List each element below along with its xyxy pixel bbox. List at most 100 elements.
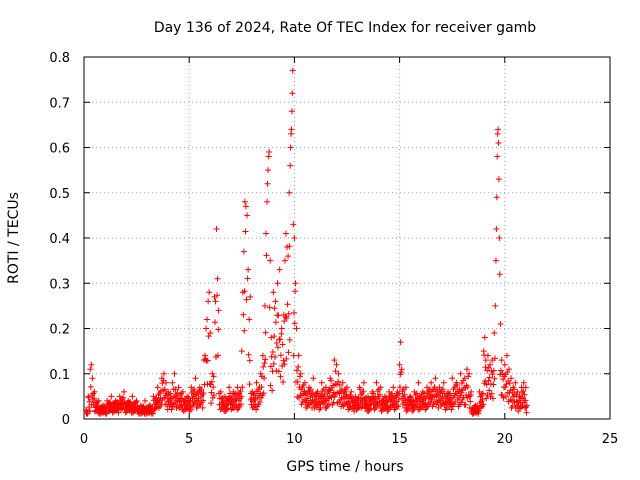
data-point <box>272 319 279 326</box>
data-point <box>503 393 510 400</box>
data-point <box>409 408 416 415</box>
data-point <box>245 266 252 273</box>
data-point <box>256 399 263 406</box>
data-point <box>291 235 298 241</box>
data-point <box>513 392 520 399</box>
data-point <box>436 384 443 391</box>
data-point <box>212 298 219 305</box>
data-point <box>246 357 253 364</box>
data-point <box>283 315 290 322</box>
data-point <box>421 390 428 397</box>
data-point <box>207 381 214 388</box>
data-point <box>514 398 521 405</box>
data-point <box>288 126 295 133</box>
data-point <box>325 401 332 408</box>
data-point <box>448 406 455 413</box>
data-point <box>95 397 102 404</box>
data-point <box>241 288 248 295</box>
data-point <box>224 405 231 412</box>
data-point <box>272 298 279 305</box>
data-point <box>350 398 357 405</box>
data-point <box>497 367 504 374</box>
data-point <box>404 406 411 413</box>
data-point <box>271 333 278 340</box>
data-point <box>266 304 273 311</box>
data-point <box>440 379 447 386</box>
data-point <box>128 402 135 409</box>
data-point <box>354 396 361 403</box>
data-point <box>293 325 300 332</box>
data-point <box>258 394 265 401</box>
data-point <box>181 406 188 413</box>
data-point <box>506 366 513 373</box>
data-point <box>521 391 528 398</box>
data-point <box>220 398 227 405</box>
data-point <box>481 334 488 341</box>
data-point <box>214 352 221 359</box>
data-point <box>503 352 510 359</box>
data-point <box>483 395 490 402</box>
data-point <box>467 398 474 405</box>
grid-lines <box>84 57 610 419</box>
data-point <box>331 393 338 400</box>
data-point <box>258 384 265 391</box>
data-point <box>301 379 308 386</box>
data-point <box>280 378 287 385</box>
y-tick-label: 0.1 <box>49 368 70 383</box>
data-point <box>484 352 491 359</box>
data-point <box>271 305 278 312</box>
data-point <box>401 391 408 398</box>
data-point <box>288 108 295 115</box>
data-point <box>331 357 338 364</box>
data-point <box>310 375 317 382</box>
data-point <box>264 198 271 205</box>
data-point <box>215 326 222 333</box>
data-point <box>227 390 234 397</box>
data-point <box>240 311 247 318</box>
data-point <box>88 361 95 368</box>
data-point <box>260 390 267 397</box>
data-point <box>489 371 496 378</box>
data-point <box>407 393 414 400</box>
data-point <box>390 384 397 391</box>
data-point <box>243 296 250 303</box>
data-point <box>261 375 268 382</box>
data-point <box>291 320 298 327</box>
data-point <box>275 368 282 375</box>
data-point <box>291 309 298 316</box>
data-point <box>274 344 281 351</box>
data-point <box>398 369 405 376</box>
data-point <box>226 384 233 391</box>
data-point <box>107 398 114 405</box>
y-tick-label: 0.8 <box>49 51 70 66</box>
data-point <box>292 288 299 295</box>
x-tick-label: 0 <box>80 432 88 447</box>
data-point <box>110 401 117 408</box>
data-point <box>99 402 106 409</box>
data-point <box>522 384 529 391</box>
data-point <box>493 225 500 232</box>
data-point <box>405 405 412 412</box>
data-point <box>204 357 211 364</box>
chart-title: Day 136 of 2024, Rate Of TEC Index for r… <box>154 20 536 36</box>
x-tick-label: 20 <box>497 432 514 447</box>
data-point <box>168 406 175 413</box>
data-point <box>499 392 506 399</box>
data-point <box>495 126 502 133</box>
data-point <box>214 275 221 282</box>
data-point <box>277 352 284 359</box>
data-point <box>211 293 218 300</box>
data-point <box>333 361 340 368</box>
data-point <box>253 406 260 413</box>
data-point <box>273 340 280 347</box>
x-tick-label: 15 <box>391 432 408 447</box>
data-point <box>262 329 269 336</box>
data-point <box>167 390 174 397</box>
data-point <box>413 390 420 397</box>
data-point <box>240 248 247 255</box>
data-point <box>206 289 213 296</box>
data-point <box>242 228 249 235</box>
data-point <box>415 379 422 386</box>
data-point <box>497 320 504 327</box>
data-point <box>488 368 495 375</box>
